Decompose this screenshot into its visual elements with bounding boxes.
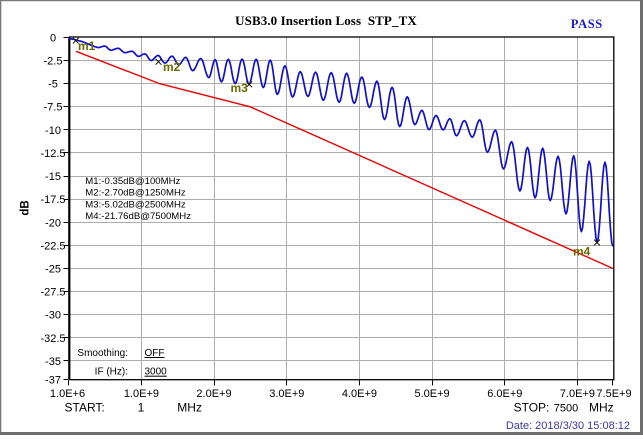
svg-text:-30: -30 <box>45 310 61 322</box>
svg-text:-2.5: -2.5 <box>44 56 63 68</box>
svg-text:IF (Hz):: IF (Hz): <box>95 367 128 378</box>
svg-text:m3: m3 <box>231 81 249 95</box>
svg-text:-35: -35 <box>45 356 61 368</box>
svg-text:0: 0 <box>50 32 56 44</box>
svg-text:m4: m4 <box>573 245 591 259</box>
svg-text:3.0E+9: 3.0E+9 <box>269 388 304 400</box>
svg-text:6.0E+9: 6.0E+9 <box>487 388 522 400</box>
svg-text:PASS: PASS <box>571 17 603 31</box>
svg-text:OFF: OFF <box>145 348 165 359</box>
svg-text:-32.5: -32.5 <box>40 333 65 345</box>
svg-text:MHz: MHz <box>589 401 614 415</box>
svg-text:5.0E+9: 5.0E+9 <box>415 388 450 400</box>
svg-text:USB3.0 Insertion Loss STP_TX: USB3.0 Insertion Loss STP_TX <box>235 13 417 28</box>
svg-text:STOP:: STOP: <box>514 401 550 415</box>
svg-text:M4:-21.76dB@7500MHz: M4:-21.76dB@7500MHz <box>85 211 191 222</box>
svg-text:M3:-5.02dB@2500MHz: M3:-5.02dB@2500MHz <box>85 199 186 210</box>
svg-text:-25: -25 <box>45 264 61 276</box>
svg-text:-5: -5 <box>48 79 58 91</box>
svg-text:M2:-2.70dB@1250MHz: M2:-2.70dB@1250MHz <box>85 188 186 199</box>
svg-text:4.0E+9: 4.0E+9 <box>342 388 377 400</box>
svg-text:7.0E+9: 7.0E+9 <box>560 388 595 400</box>
svg-text:7.5E+9: 7.5E+9 <box>596 388 631 400</box>
svg-text:-17.5: -17.5 <box>40 194 65 206</box>
svg-text:-7.5: -7.5 <box>44 102 63 114</box>
svg-text:3000: 3000 <box>145 367 168 378</box>
svg-text:7500: 7500 <box>554 403 578 415</box>
svg-text:-15: -15 <box>45 171 61 183</box>
svg-text:1: 1 <box>138 401 145 415</box>
svg-text:-12.5: -12.5 <box>40 148 65 160</box>
svg-text:-20: -20 <box>45 217 61 229</box>
svg-text:MHz: MHz <box>177 401 202 415</box>
svg-text:1.0E+6: 1.0E+6 <box>50 388 85 400</box>
svg-text:m2: m2 <box>163 60 181 74</box>
svg-text:-27.5: -27.5 <box>40 287 65 299</box>
svg-text:Date: 2018/3/30 15:08:12: Date: 2018/3/30 15:08:12 <box>506 420 630 432</box>
svg-text:-10: -10 <box>45 125 61 137</box>
svg-text:-37: -37 <box>45 374 61 386</box>
svg-text:M1:-0.35dB@100MHz: M1:-0.35dB@100MHz <box>85 176 180 187</box>
svg-text:1.0E+9: 1.0E+9 <box>124 388 159 400</box>
svg-text:m1: m1 <box>78 39 96 53</box>
svg-text:dB: dB <box>20 200 32 215</box>
svg-text:2.0E+9: 2.0E+9 <box>196 388 231 400</box>
svg-text:START:: START: <box>65 401 105 415</box>
svg-text:-22.5: -22.5 <box>40 240 65 252</box>
svg-text:Smoothing:: Smoothing: <box>77 348 128 359</box>
